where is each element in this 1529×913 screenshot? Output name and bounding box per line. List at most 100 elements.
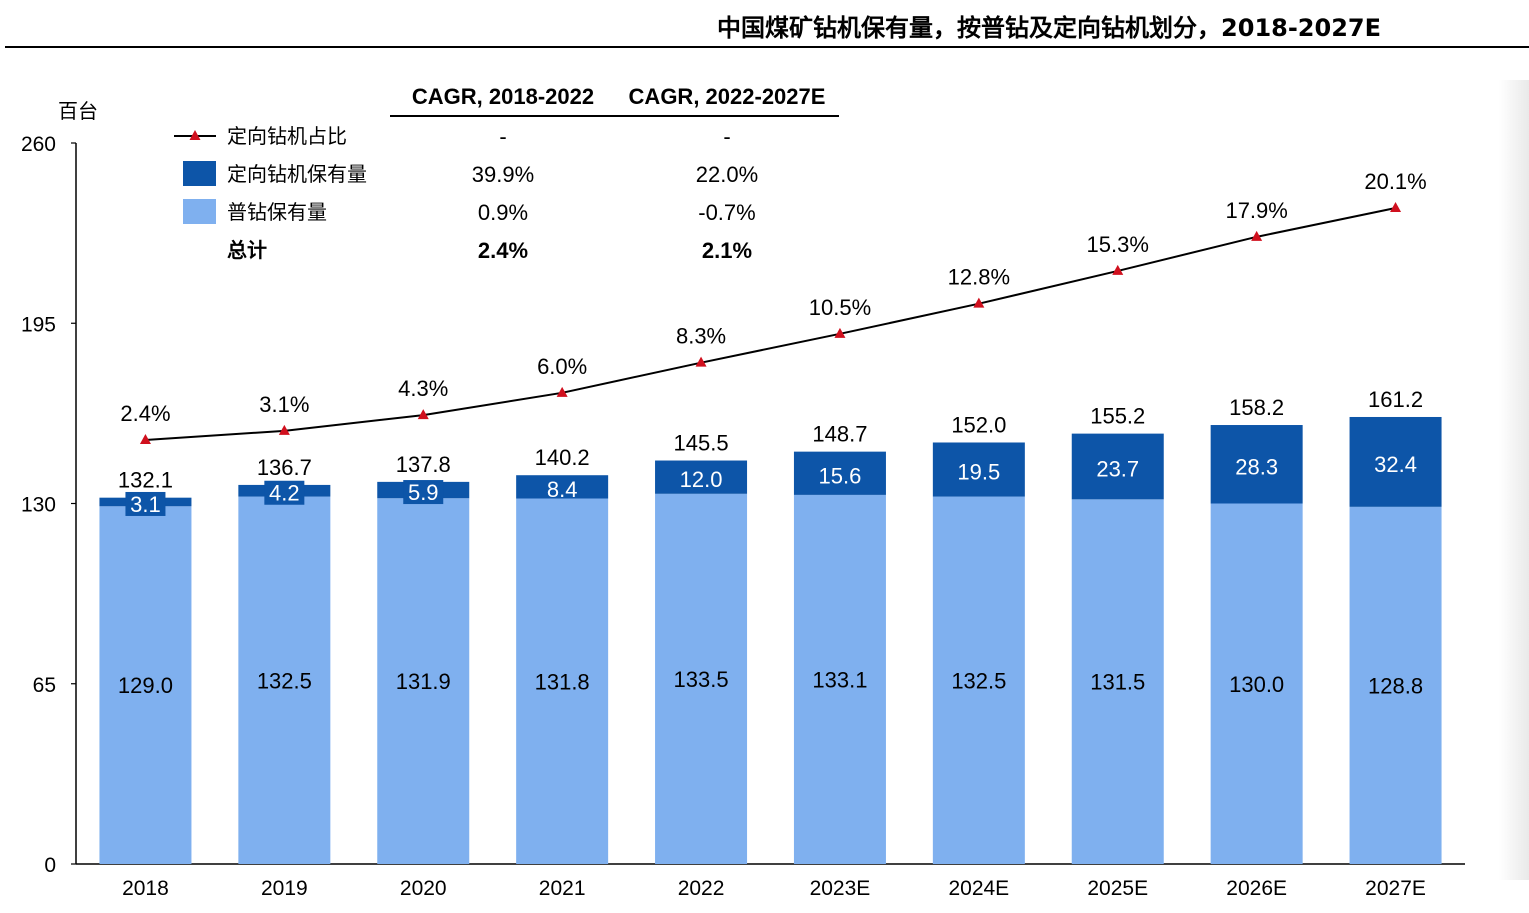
cagr-value: 2.4%	[478, 238, 528, 263]
bar-value-label-ordinary: 132.5	[257, 668, 312, 693]
cagr-value: 2.1%	[702, 238, 752, 263]
cagr-header-2018-2022: CAGR, 2018-2022	[412, 84, 594, 109]
bar-ordinary-drill	[238, 496, 331, 864]
cagr-value: -	[723, 124, 730, 149]
ratio-value-label: 6.0%	[537, 354, 587, 379]
bar-value-label-directional: 8.4	[547, 477, 578, 502]
ratio-marker	[973, 297, 985, 308]
bar-directional-drill	[932, 442, 1025, 497]
ratio-value-label: 8.3%	[676, 324, 726, 349]
legend-label: 定向钻机占比	[227, 124, 347, 148]
ratio-value-label: 10.5%	[809, 295, 871, 320]
y-tick-label: 195	[21, 313, 56, 336]
ratio-line-layer: 2.4% 3.1% 4.3% 6.0% 8.3% 10.5% 12.8% 15.3% 17.9%…	[120, 169, 1427, 444]
legend-swatch-ordinary	[183, 199, 216, 224]
bar-directional-drill	[1071, 433, 1164, 500]
bar-total-label: 155.2	[1090, 404, 1145, 429]
x-tick-label: 2025E	[1087, 877, 1148, 900]
bar-ordinary-drill	[1349, 506, 1442, 864]
ratio-value-label: 3.1%	[259, 392, 309, 417]
bar-ordinary-drill	[932, 496, 1025, 864]
ratio-marker	[1112, 264, 1124, 275]
ratio-marker	[695, 356, 707, 367]
x-tick-label: 2024E	[948, 877, 1009, 900]
label-box-directional	[403, 480, 444, 505]
bar-value-label-ordinary: 133.5	[674, 667, 729, 692]
bar-ordinary-drill	[99, 506, 192, 864]
bar-value-label-ordinary: 131.9	[396, 669, 451, 694]
edge-shade	[1499, 80, 1529, 880]
cagr-value: 22.0%	[696, 162, 758, 187]
legend-label: 定向钻机保有量	[227, 162, 367, 186]
cagr-value: -0.7%	[698, 200, 755, 225]
bar-value-label-directional: 4.2	[269, 481, 300, 506]
bar-value-label-ordinary: 131.5	[1090, 670, 1145, 695]
bar-value-label-directional: 12.0	[680, 467, 723, 492]
ratio-line	[145, 207, 1396, 441]
ratio-value-label: 20.1%	[1364, 169, 1426, 194]
x-tick-label: 2022	[678, 877, 725, 900]
bar-value-label-ordinary: 128.8	[1368, 673, 1423, 698]
ratio-value-label: 12.8%	[948, 265, 1010, 290]
ratio-marker	[417, 409, 429, 420]
x-tick-label: 2023E	[810, 877, 871, 900]
y-tick-label: 260	[21, 133, 56, 156]
bar-directional-drill	[655, 460, 748, 494]
bar-value-label-ordinary: 129.0	[118, 673, 173, 698]
bar-total-label: 148.7	[812, 422, 867, 447]
bar-ordinary-drill	[377, 498, 470, 864]
ratio-marker	[139, 434, 151, 444]
x-tick-label: 2021	[539, 877, 586, 900]
bar-directional-drill	[1210, 425, 1303, 504]
bar-value-label-ordinary: 133.1	[812, 667, 867, 692]
cagr-value: 0.9%	[478, 200, 528, 225]
ratio-marker	[1251, 230, 1263, 241]
bar-value-label-directional: 15.6	[819, 463, 862, 488]
cagr-header-2022-2027e: CAGR, 2022-2027E	[629, 84, 826, 109]
legend-cagr-table: CAGR, 2018-2022 CAGR, 2022-2027E 定向钻机占比 - - 定…	[174, 84, 839, 263]
x-tick-label: 2027E	[1365, 877, 1426, 900]
chart-title: 中国煤矿钻机保有量，按普钻及定向钻机划分，2018-2027E	[717, 14, 1381, 42]
cagr-value: 39.9%	[472, 162, 534, 187]
legend-swatch-directional	[183, 161, 216, 186]
legend-label: 普钻保有量	[227, 200, 327, 224]
ratio-marker	[556, 386, 568, 397]
bar-value-label-directional: 28.3	[1235, 454, 1278, 479]
bar-ordinary-drill	[1210, 503, 1303, 864]
bar-ordinary-drill	[793, 494, 886, 864]
ratio-value-label: 15.3%	[1087, 232, 1149, 257]
bar-value-label-ordinary: 132.5	[951, 668, 1006, 693]
bar-total-label: 152.0	[951, 412, 1006, 437]
bar-ordinary-drill	[655, 493, 748, 864]
ratio-marker	[278, 424, 290, 435]
legend-label: 总计	[227, 238, 267, 262]
bar-total-label: 161.2	[1368, 387, 1423, 412]
bar-total-label: 145.5	[674, 431, 729, 456]
y-axis-unit-label: 百台	[58, 99, 98, 123]
bar-value-label-ordinary: 131.8	[535, 669, 590, 694]
bar-value-label-ordinary: 130.0	[1229, 672, 1284, 697]
ratio-marker	[834, 327, 846, 338]
title-divider	[5, 46, 1529, 48]
bar-ordinary-drill	[516, 498, 609, 864]
ratio-marker	[1390, 202, 1402, 212]
label-box-directional	[125, 491, 166, 516]
ratio-value-label: 4.3%	[398, 376, 448, 401]
bar-value-label-directional: 32.4	[1374, 452, 1417, 477]
bar-value-label-directional: 3.1	[130, 492, 161, 517]
x-tick-label: 2019	[261, 877, 308, 900]
y-tick-label: 0	[44, 854, 56, 877]
x-tick-label: 2020	[400, 877, 447, 900]
ratio-value-label: 17.9%	[1225, 198, 1287, 223]
y-tick-label: 65	[33, 674, 56, 697]
label-box-directional	[264, 480, 305, 505]
bar-total-label: 136.7	[257, 455, 312, 480]
bar-total-label: 137.8	[396, 452, 451, 477]
bar-directional-drill	[516, 475, 609, 499]
bar-ordinary-drill	[1071, 499, 1164, 864]
bar-directional-drill	[793, 451, 886, 495]
bar-total-label: 158.2	[1229, 395, 1284, 420]
